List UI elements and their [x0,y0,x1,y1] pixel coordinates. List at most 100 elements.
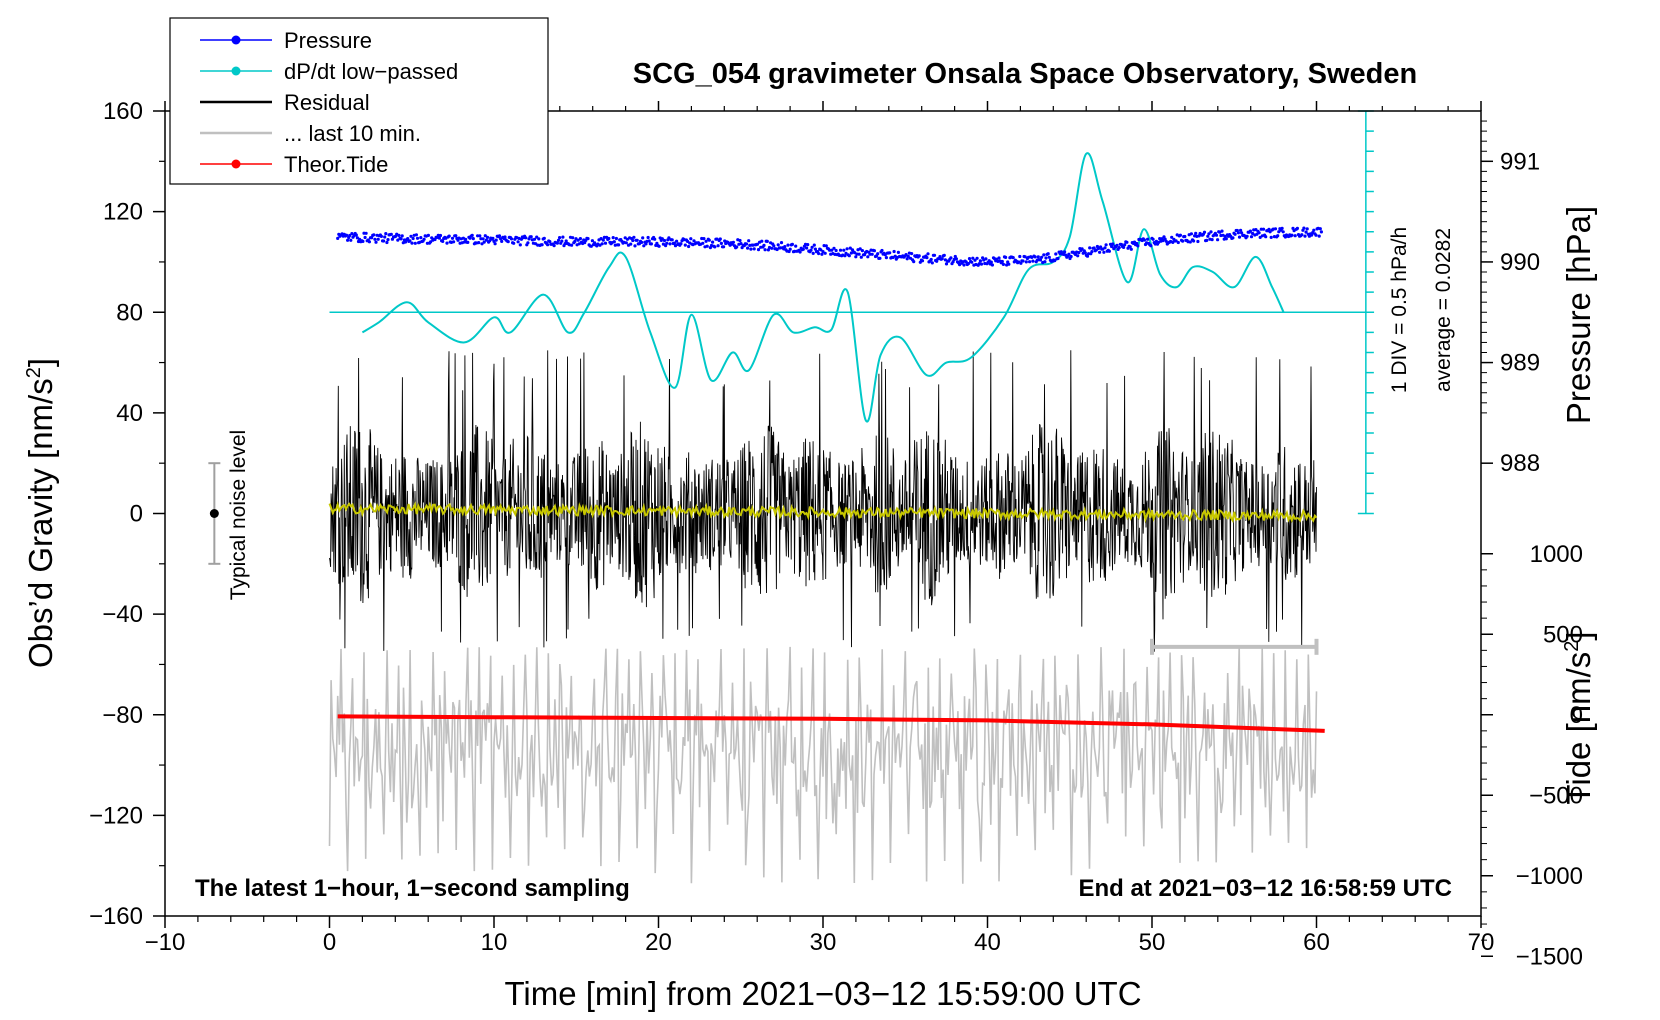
pressure-point [1043,260,1047,264]
pressure-point [872,249,877,253]
pressure-point [1044,256,1048,260]
pressure-point [970,260,974,264]
y-axis-title-end: ] [22,358,59,367]
pressure-point [445,241,449,245]
pressure-point [832,246,836,250]
pressure-point [600,242,604,246]
pressure-point [1011,256,1015,260]
pressure-point [1123,243,1127,247]
y-tick-label: 80 [116,299,143,326]
pressure-point [1273,227,1278,231]
pressure-point [930,261,934,265]
pressure-point [949,256,953,260]
pressure-point [1295,226,1299,230]
pressure-point [1317,234,1321,238]
pressure-point [679,242,683,246]
pressure-point [438,233,443,238]
pressure-point [809,248,813,252]
pressure-point [1115,243,1119,247]
pressure-point [1214,233,1219,237]
pressure-point [824,244,828,248]
y-tick-label: 0 [130,501,143,528]
pressure-point [548,240,552,244]
pressure-point [997,256,1001,260]
y-tick-label: 160 [103,98,143,125]
residual-line [329,350,1317,652]
y-tick-label: −80 [102,702,143,729]
pressure-point [400,234,404,238]
pressure-point [670,238,674,242]
pressure-point [349,238,353,242]
pressure-point [805,246,809,250]
pressure-point [880,248,884,253]
pressure-point [1259,227,1263,231]
pressure-point [838,248,843,252]
pressure-point [794,244,798,248]
pressure-point [556,238,561,242]
y-tick-label: 120 [103,199,143,226]
pressure-point [1314,233,1318,237]
pressure-point [1205,238,1209,242]
pressure-point [629,242,633,246]
pressure-point [866,255,870,259]
pressure-point [346,238,350,242]
pressure-point [382,239,386,243]
x-tick-label: 40 [974,929,1001,956]
pressure-point [1224,237,1228,241]
pressure-point [910,252,914,256]
pressure-point [483,234,487,238]
pressure-point [367,240,371,244]
pressure-point [414,233,418,237]
pressure-point [857,252,861,256]
pressure-point [419,236,423,240]
pressure-point [820,252,824,256]
pressure-point [447,234,451,238]
pressure-point [555,241,560,245]
y-tick-label: −40 [102,601,143,628]
pressure-point [1176,240,1180,245]
pressure-point [372,233,376,237]
pressure-point [1023,255,1027,259]
pressure-point [558,236,562,240]
pressure-point [348,233,352,238]
pressure-point [701,241,705,245]
pressure-point [361,239,365,243]
pressure-point [1085,254,1090,258]
pressure-point [716,244,720,248]
pressure-point [570,243,574,247]
pressure-point [1142,238,1146,242]
pressure-point [1170,235,1174,239]
pressure-point [532,237,537,241]
y-tick-label: 40 [116,400,143,427]
pressure-point [1069,254,1073,259]
pressure-point [1001,262,1006,266]
pressure-point [480,242,484,246]
pressure-point [870,252,874,256]
pressure-point [978,259,983,263]
pressure-point [617,243,621,247]
pressure-point [477,241,481,245]
pressure-point [383,235,387,239]
tide-axis-title-main: Tide [nm/s [1560,652,1597,805]
tide-axis-title: Tide [nm/s2] [1560,631,1597,804]
pressure-point [524,236,528,240]
pressure-point [1300,233,1304,237]
pressure-point [429,240,433,244]
pressure-point [705,244,709,248]
pressure-point [1040,255,1044,259]
legend-item: Residual [200,90,370,115]
legend-label: dP/dt low−passed [284,59,458,84]
pressure-point [683,243,687,247]
pressure-point [540,243,544,247]
pressure-point [667,236,671,240]
tide-tick-label: 0 [1570,702,1583,729]
pressure-point [819,248,823,252]
pressure-point [1000,259,1004,264]
pressure-point [779,241,784,245]
pressure-point [858,247,862,251]
pressure-point [760,239,764,243]
pressure-point [801,247,805,251]
pressure-point [707,238,711,242]
pressure-point [944,262,949,266]
pressure-point [426,233,430,237]
